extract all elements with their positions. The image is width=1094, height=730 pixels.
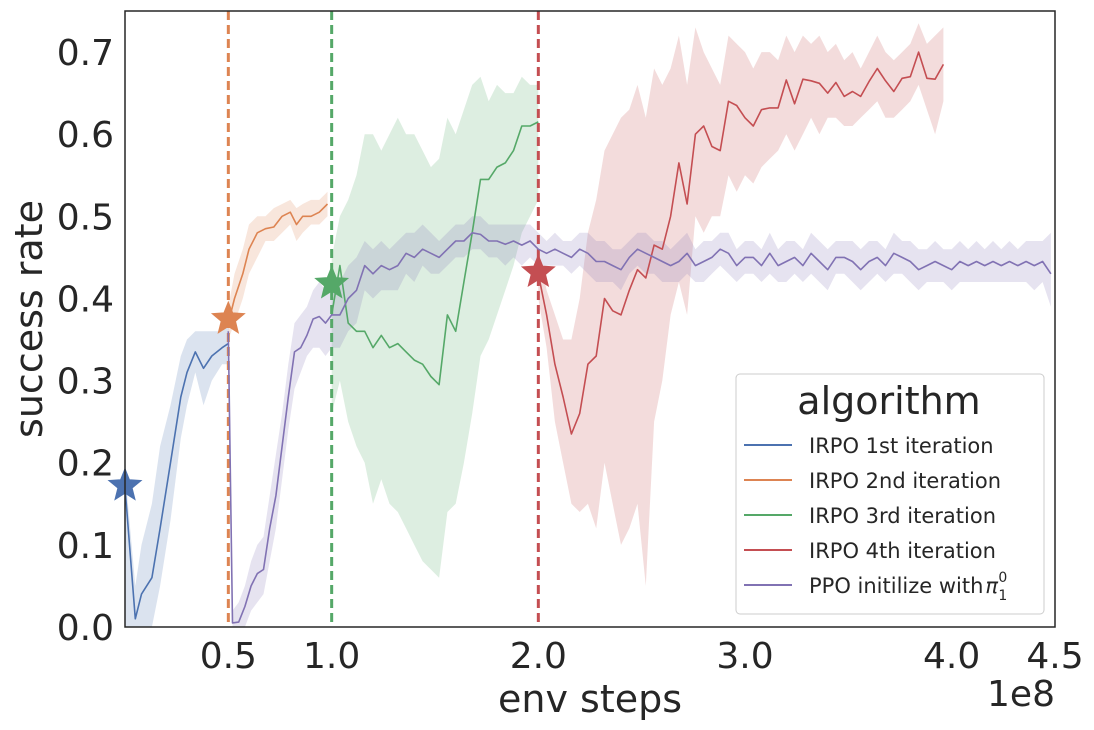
- legend-title: algorithm: [797, 379, 980, 423]
- y-tick-label: 0.6: [57, 115, 114, 156]
- y-tick-label: 0.5: [57, 197, 114, 238]
- x-tick-label: 4.5: [1026, 636, 1083, 677]
- y-tick-label: 0.1: [57, 526, 114, 567]
- y-tick-label: 0.3: [57, 362, 114, 403]
- y-tick-label: 0.2: [57, 444, 114, 485]
- legend-entry-1: IRPO 2nd iteration: [744, 469, 1001, 493]
- series-line-3: [537, 51, 945, 435]
- x-tick-labels: 0.5 1.0 2.0 3.0 4.0 4.5: [200, 636, 1084, 677]
- series-line-1: [227, 203, 329, 324]
- series-lines: [124, 51, 1052, 624]
- x-tick-label: 1.0: [303, 636, 360, 677]
- y-tick-label: 0.7: [57, 33, 114, 74]
- plot-frame: [124, 10, 1056, 628]
- star-marker-2: [314, 265, 350, 299]
- x-axis-label: env steps: [498, 677, 682, 721]
- legend: algorithm IRPO 1st iteration IRPO 2nd ite…: [735, 373, 1045, 615]
- series-line-2: [330, 121, 539, 386]
- legend-entry-3: IRPO 4th iteration: [744, 539, 996, 563]
- star-marker-3: [520, 253, 556, 287]
- legend-entry-0: IRPO 1st iteration: [744, 434, 994, 458]
- legend-label: PPO initilize with: [809, 574, 983, 598]
- series-line-4: [227, 232, 1052, 624]
- legend-label: IRPO 2nd iteration: [809, 469, 1001, 493]
- pi-subscript: 1: [998, 588, 1007, 604]
- x-tick-label: 3.0: [716, 636, 773, 677]
- y-tick-labels: 0.0 0.1 0.2 0.3 0.4 0.5 0.6 0.7: [57, 33, 114, 649]
- y-tick-label: 0.0: [57, 608, 114, 649]
- y-axis-label: success rate: [7, 200, 51, 438]
- legend-entry-4: PPO initilize with π 1 0: [744, 570, 1007, 604]
- legend-entry-2: IRPO 3rd iteration: [744, 504, 996, 528]
- x-tick-label: 0.5: [200, 636, 257, 677]
- legend-label: IRPO 4th iteration: [809, 539, 996, 563]
- pi-symbol: π: [985, 574, 998, 598]
- legend-label: IRPO 3rd iteration: [809, 504, 996, 528]
- pi-superscript: 0: [998, 570, 1007, 586]
- series-band-3: [538, 23, 944, 586]
- star-marker-1: [210, 300, 246, 334]
- x-axis-scale-label: 1e8: [987, 674, 1055, 715]
- series-band-4: [228, 216, 1051, 628]
- legend-label: IRPO 1st iteration: [809, 434, 994, 458]
- series-band-2: [331, 76, 539, 578]
- series-band-0: [125, 323, 229, 627]
- legend-box: [735, 373, 1045, 615]
- x-tick-label: 4.0: [923, 636, 980, 677]
- x-tick-label: 2.0: [510, 636, 567, 677]
- y-tick-label: 0.4: [57, 279, 114, 320]
- confidence-bands: [125, 23, 1051, 628]
- series-band-1: [228, 191, 328, 340]
- series-line-0: [124, 342, 229, 620]
